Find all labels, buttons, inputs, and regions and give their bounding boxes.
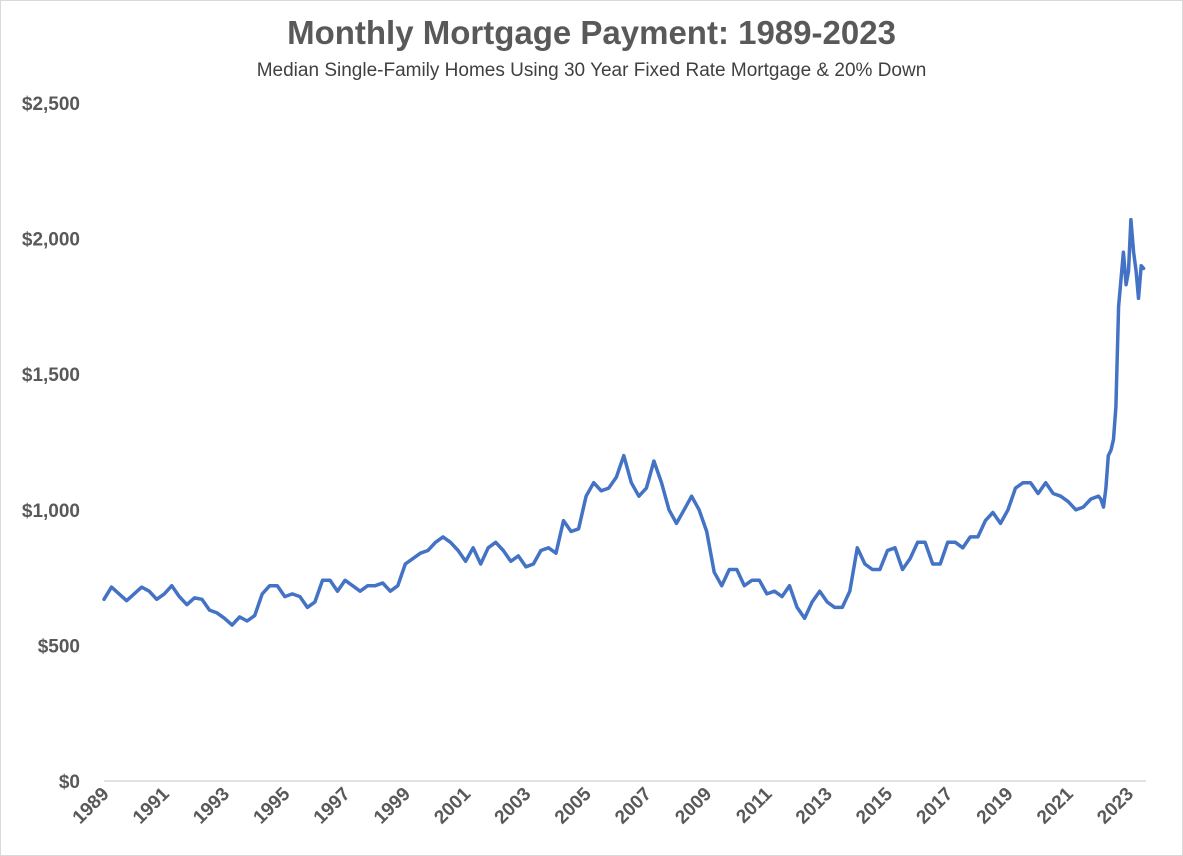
- x-tick-label: 2013: [792, 784, 837, 829]
- x-tick-label: 2005: [551, 783, 596, 828]
- y-tick-label: $0: [59, 772, 80, 793]
- x-tick-label: 2011: [732, 783, 776, 827]
- y-axis: $0 $500 $1,000 $1,500 $2,000 $2,500: [22, 94, 1146, 793]
- x-tick-label: 2015: [852, 783, 897, 828]
- chart-title: Monthly Mortgage Payment: 1989-2023: [287, 14, 896, 51]
- series-line-mortgage-payment: [102, 217, 1146, 627]
- x-tick-label: 2009: [671, 784, 716, 829]
- x-tick-label: 1993: [189, 784, 234, 829]
- x-tick-label: 1999: [370, 784, 415, 829]
- x-tick-label: 2001: [430, 783, 475, 828]
- x-tick-label: 1997: [310, 784, 355, 829]
- x-tick-label: 1991: [129, 783, 174, 828]
- plot-area: [102, 217, 1146, 627]
- y-tick-label: $2,500: [22, 94, 80, 115]
- x-tick-label: 2019: [973, 784, 1018, 829]
- x-tick-label: 2021: [1033, 783, 1078, 828]
- y-tick-label: $1,000: [22, 501, 80, 522]
- chart-subtitle: Median Single-Family Homes Using 30 Year…: [256, 60, 927, 81]
- y-tick-label: $1,500: [22, 365, 80, 386]
- x-tick-label: 2003: [491, 784, 536, 829]
- x-tick-label: 2023: [1093, 784, 1138, 829]
- y-tick-label: $500: [38, 636, 80, 657]
- x-tick-label: 2017: [913, 784, 958, 829]
- x-axis: 1989 1991 1993 1995 1997 1999 2001 2003 2005 2007…: [69, 783, 1138, 828]
- x-tick-label: 2007: [611, 784, 656, 829]
- y-tick-label: $2,000: [22, 230, 80, 251]
- x-tick-label: 1995: [250, 783, 295, 828]
